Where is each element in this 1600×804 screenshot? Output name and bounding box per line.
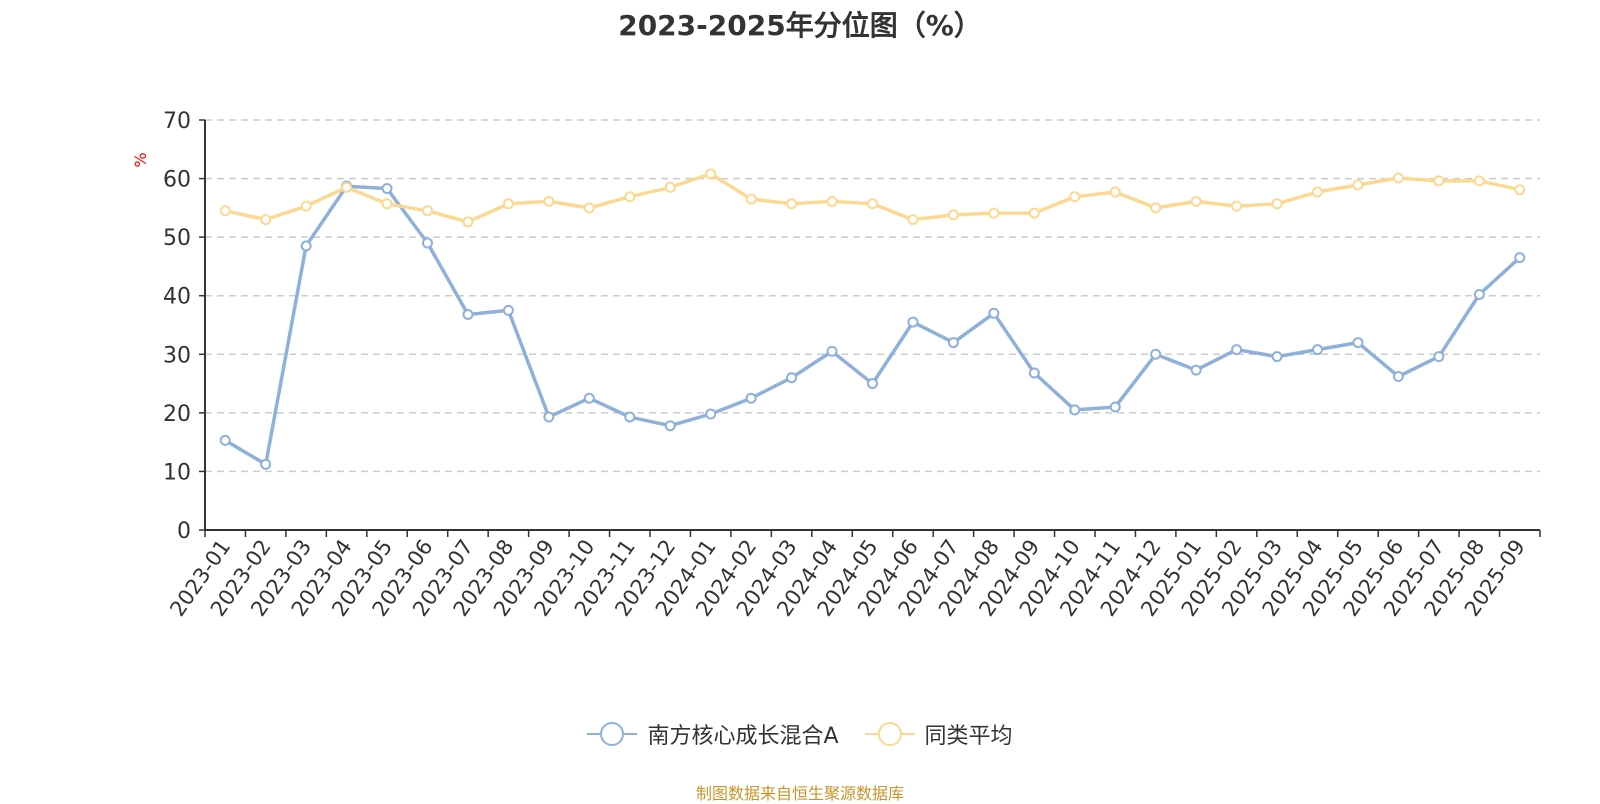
data-point-series-0 <box>219 434 231 446</box>
grid-lines <box>205 119 1540 473</box>
data-point-series-1 <box>1433 175 1445 187</box>
data-point-series-0 <box>907 316 919 328</box>
y-tick-label: 10 <box>163 460 191 485</box>
data-point-series-0 <box>1028 367 1040 379</box>
data-point-series-1 <box>1514 184 1526 196</box>
data-point-series-0 <box>867 378 878 390</box>
legend-circle-series-1 <box>877 722 902 746</box>
data-point-series-1 <box>219 205 231 217</box>
legend-circle-series-0 <box>600 722 625 746</box>
data-point-series-1 <box>1190 195 1202 207</box>
series-line-0 <box>224 184 1521 467</box>
data-point-series-0 <box>583 392 595 404</box>
data-point-series-0 <box>1312 344 1323 356</box>
data-point-series-0 <box>745 392 757 404</box>
legend-label: 南方核心成长混合A <box>647 724 839 749</box>
data-point-series-0 <box>705 408 717 420</box>
data-point-series-1 <box>826 195 838 207</box>
data-point-series-1 <box>624 191 636 203</box>
data-point-series-0 <box>543 411 555 423</box>
data-point-series-1 <box>381 198 393 210</box>
chart-title: 2023-2025年分位图（%） <box>618 9 982 42</box>
legend-marker-icon <box>864 721 915 747</box>
data-point-series-1 <box>543 195 555 207</box>
legend-item-series-1[interactable]: 同类平均 <box>864 718 1013 750</box>
data-point-series-0 <box>826 345 838 357</box>
series-line-1 <box>224 172 1521 224</box>
data-point-series-1 <box>1109 186 1121 198</box>
data-point-series-1 <box>1312 186 1323 198</box>
data-point-series-1 <box>1231 200 1243 212</box>
data-point-series-1 <box>867 198 878 210</box>
data-point-series-0 <box>1514 252 1526 264</box>
y-tick-label: 40 <box>163 285 191 310</box>
data-point-series-0 <box>462 308 474 320</box>
legend-label: 同类平均 <box>924 724 1013 749</box>
data-point-series-0 <box>1231 344 1243 356</box>
legend: 南方核心成长混合A 同类平均 <box>0 718 1600 750</box>
data-point-series-1 <box>1392 172 1404 184</box>
data-point-series-0 <box>1109 401 1121 413</box>
data-point-series-0 <box>422 237 433 249</box>
data-point-series-0 <box>1069 404 1081 416</box>
data-point-series-0 <box>1271 351 1283 363</box>
data-point-series-1 <box>1150 202 1162 214</box>
y-tick-label: 20 <box>163 402 191 427</box>
data-point-series-1 <box>260 214 272 226</box>
data-point-series-1 <box>1352 179 1364 191</box>
legend-marker-icon <box>587 721 638 747</box>
y-tick-label: 30 <box>163 343 191 368</box>
data-point-series-0 <box>1473 289 1485 301</box>
source-note: 制图数据来自恒生聚源数据库 <box>695 784 904 803</box>
data-point-series-0 <box>1433 351 1445 363</box>
data-point-series-0 <box>300 240 312 252</box>
data-point-series-1 <box>462 216 474 228</box>
data-point-series-1 <box>300 200 312 212</box>
data-point-series-1 <box>1271 198 1283 210</box>
data-point-series-1 <box>988 207 1000 219</box>
data-point-series-1 <box>947 209 959 221</box>
series-lines <box>219 168 1526 470</box>
data-point-series-0 <box>381 183 393 195</box>
y-tick-label: 0 <box>177 519 191 544</box>
data-point-series-1 <box>583 202 595 214</box>
data-point-series-0 <box>664 420 676 432</box>
legend-item-series-0[interactable]: 南方核心成长混合A <box>587 718 839 750</box>
data-point-series-0 <box>947 337 959 349</box>
data-point-series-1 <box>705 168 717 180</box>
data-point-series-0 <box>1150 348 1162 360</box>
data-point-series-0 <box>786 372 798 384</box>
y-tick-label: 70 <box>163 109 191 134</box>
data-point-series-1 <box>745 193 757 205</box>
y-tick-label: 60 <box>163 168 191 193</box>
data-point-series-0 <box>1392 371 1404 383</box>
data-point-series-1 <box>502 198 514 210</box>
data-point-series-1 <box>786 198 798 210</box>
y-tick-label: 50 <box>163 226 191 251</box>
data-point-series-1 <box>907 214 919 226</box>
data-point-series-1 <box>341 181 353 193</box>
data-point-series-1 <box>1069 191 1081 203</box>
data-point-series-1 <box>664 181 676 193</box>
data-point-series-0 <box>260 458 272 470</box>
data-point-series-0 <box>502 304 514 316</box>
data-point-series-1 <box>1473 175 1485 187</box>
data-point-series-0 <box>1352 337 1364 349</box>
data-point-series-0 <box>624 411 636 423</box>
data-point-series-0 <box>988 307 1000 319</box>
data-point-series-0 <box>1190 364 1202 376</box>
y-axis-unit-label: % <box>131 152 150 167</box>
data-point-series-1 <box>1028 207 1040 219</box>
data-point-series-1 <box>422 205 433 217</box>
